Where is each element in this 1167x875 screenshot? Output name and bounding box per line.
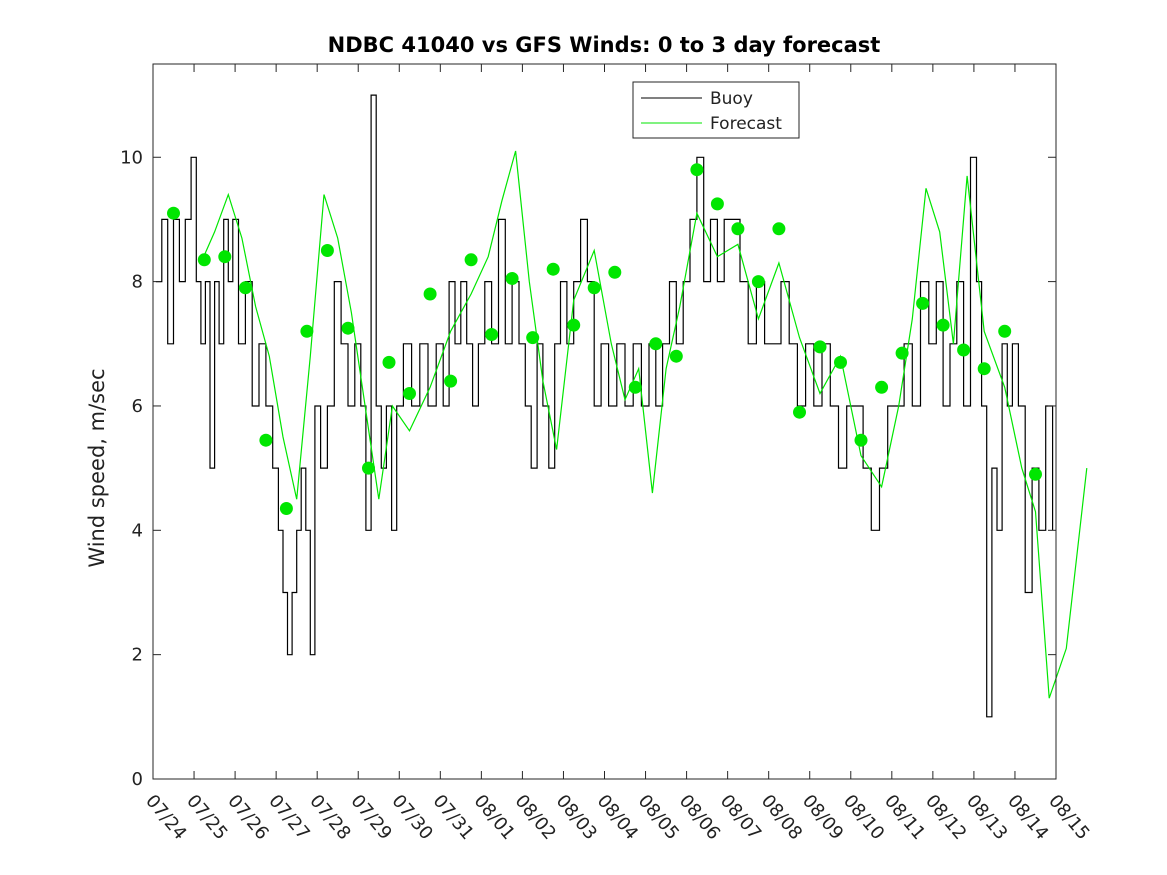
- forecast-marker: [567, 318, 581, 332]
- forecast-marker: [526, 331, 540, 345]
- forecast-marker: [669, 349, 683, 363]
- y-tick-label: 6: [132, 396, 143, 417]
- forecast-marker: [772, 222, 786, 236]
- x-tick-label: 07/28: [305, 791, 354, 844]
- x-tick-label: 08/09: [798, 791, 847, 844]
- forecast-marker: [731, 222, 745, 236]
- forecast-marker: [320, 244, 334, 257]
- forecast-marker: [300, 324, 314, 338]
- forecast-marker: [957, 343, 971, 357]
- forecast-marker: [403, 387, 416, 400]
- forecast-marker: [587, 281, 601, 295]
- forecast-marker: [382, 355, 396, 369]
- x-tick-label: 08/08: [757, 791, 806, 844]
- forecast-marker: [608, 265, 622, 279]
- y-tick-label: 10: [120, 147, 143, 168]
- y-tick-label: 8: [132, 272, 143, 293]
- forecast-marker: [197, 253, 211, 267]
- x-tick-label: 07/26: [223, 791, 272, 844]
- x-tick-label: 08/02: [511, 791, 560, 844]
- y-axis-label: Wind speed, m/sec: [85, 368, 109, 567]
- forecast-marker: [916, 296, 930, 310]
- x-tick-label: 08/04: [593, 791, 642, 844]
- forecast-marker: [936, 318, 950, 332]
- forecast-marker: [259, 433, 273, 447]
- x-tick-label: 08/01: [470, 791, 519, 844]
- forecast-series-layer: [200, 150, 1088, 699]
- y-tick-label: 0: [132, 769, 143, 790]
- forecast-marker: [998, 324, 1012, 338]
- forecast-marker: [977, 362, 991, 376]
- forecast-marker: [423, 287, 437, 301]
- forecast-marker: [238, 281, 252, 295]
- x-tick-label: 08/05: [634, 791, 683, 844]
- forecast-marker: [813, 340, 827, 354]
- forecast-marker: [505, 272, 519, 285]
- forecast-marker: [485, 328, 499, 341]
- x-tick-label: 07/24: [141, 791, 190, 844]
- y-axis: 0 2 4 6 8 10: [120, 147, 1056, 790]
- forecast-marker: [167, 206, 180, 220]
- x-tick-label: 08/11: [880, 791, 929, 844]
- x-tick-label: 08/10: [839, 791, 888, 844]
- forecast-marker: [834, 355, 847, 369]
- forecast-marker: [751, 275, 765, 289]
- forecast-marker: [875, 380, 889, 394]
- x-tick-label: 07/31: [428, 791, 477, 844]
- legend-box: [632, 81, 800, 139]
- forecast-marker: [628, 380, 642, 394]
- x-tick-label: 07/25: [182, 791, 231, 844]
- forecast-marker: [341, 321, 355, 335]
- legend-buoy-label: Buoy: [710, 89, 753, 109]
- buoy-series-layer: [155, 94, 1054, 718]
- legend: Buoy Forecast: [632, 81, 800, 139]
- legend-forecast-label: Forecast: [710, 114, 782, 134]
- forecast-marker: [895, 346, 909, 360]
- forecast-marker: [1029, 467, 1042, 481]
- forecast-marker: [362, 461, 375, 475]
- x-tick-label: 08/06: [675, 791, 724, 844]
- forecast-marker: [854, 433, 868, 447]
- forecast-marker-layer: [167, 163, 1042, 515]
- buoy-series-line: [155, 94, 1054, 718]
- forecast-marker: [546, 262, 560, 276]
- y-tick-label: 2: [132, 645, 143, 666]
- x-tick-label: 07/29: [346, 791, 395, 844]
- forecast-marker: [218, 250, 232, 264]
- forecast-marker: [464, 253, 478, 267]
- forecast-marker: [690, 163, 704, 177]
- x-tick-label: 08/14: [1003, 791, 1052, 844]
- x-tick-label: 08/15: [1044, 791, 1093, 844]
- forecast-marker: [710, 197, 724, 211]
- forecast-marker: [444, 374, 458, 388]
- forecast-series-line: [200, 150, 1088, 699]
- plot-background: [153, 64, 1056, 779]
- x-tick-label: 08/03: [552, 791, 601, 844]
- plot-area: [152, 63, 1088, 780]
- forecast-marker: [649, 337, 663, 351]
- x-tick-label: 08/13: [962, 791, 1011, 844]
- x-tick-label: 07/30: [387, 791, 436, 844]
- x-tick-label: 08/12: [921, 791, 970, 844]
- x-tick-label: 08/07: [716, 791, 765, 844]
- x-tick-label: 07/27: [264, 791, 313, 844]
- chart-title: NDBC 41040 vs GFS Winds: 0 to 3 day fore…: [328, 33, 881, 57]
- forecast-marker: [279, 502, 293, 515]
- y-tick-label: 4: [132, 520, 143, 541]
- forecast-marker: [793, 405, 806, 419]
